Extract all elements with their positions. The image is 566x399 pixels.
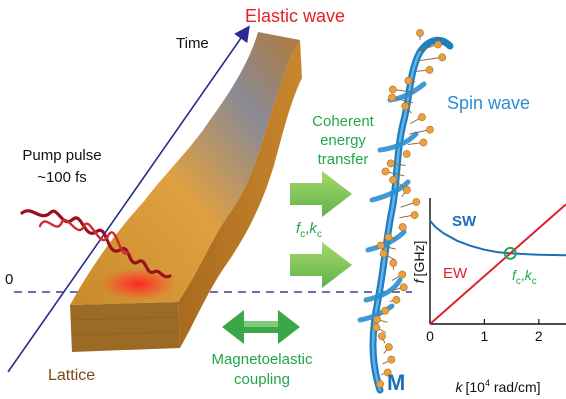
energy-transfer-arrow-upper [290, 171, 352, 217]
spin-dot [420, 139, 427, 146]
x-tick-label-0: 0 [426, 328, 434, 344]
elastic-wave-label: Elastic wave [245, 6, 345, 26]
spin-dot [390, 176, 397, 183]
spin-dot [418, 114, 425, 121]
magnetoelastic-label-2: coupling [234, 371, 290, 388]
spin-dot [426, 66, 433, 73]
inset-x-label: k [104 rad/cm] [455, 378, 540, 395]
spin-dot [373, 324, 380, 331]
excitation-spot [100, 268, 176, 300]
lattice-bar [70, 32, 302, 352]
spin-dot [378, 333, 385, 340]
spin-dot [399, 271, 406, 278]
spin-dot [400, 284, 407, 291]
inset-y-label: f[GHz] [411, 241, 427, 284]
spin-dot [393, 296, 400, 303]
lattice-label: Lattice [48, 367, 95, 384]
spin-dot [385, 234, 392, 241]
spin-dot [373, 316, 380, 323]
pump-pulse-label-1: Pump pulse [22, 147, 101, 164]
zero-label: 0 [5, 271, 13, 288]
spin-dot [403, 186, 410, 193]
spin-dot [388, 94, 395, 101]
spin-dot [380, 250, 387, 257]
spin-dot [416, 29, 423, 36]
spin-dot [434, 41, 441, 48]
magnetoelastic-label-1: Magnetoelastic [212, 351, 313, 368]
spin-dot [426, 126, 433, 133]
spin-dot [388, 356, 395, 363]
x-tick-label-2: 2 [535, 328, 543, 344]
spin-dot [403, 150, 410, 157]
spin-dot [399, 223, 406, 230]
x-tick-label-1: 1 [481, 328, 489, 344]
spin-dot [390, 259, 397, 266]
spin-dot [382, 307, 389, 314]
sw-series-label: SW [452, 213, 477, 230]
energy-transfer-arrow-lower [290, 242, 352, 288]
coherent-label-2: energy [320, 132, 366, 149]
time-label: Time [176, 35, 209, 52]
spin-dot [377, 242, 384, 249]
pump-pulse-label-2: ~100 fs [37, 169, 87, 186]
spin-dot [413, 198, 420, 205]
spin-dot [382, 168, 389, 175]
magnetoelastic-double-arrow [222, 310, 300, 344]
magnetization-label: M [387, 370, 405, 395]
spin-dot [402, 103, 409, 110]
ew-series-label: EW [443, 265, 468, 282]
coherent-label-3: transfer [318, 151, 369, 168]
spin-dot [385, 344, 392, 351]
spin-dot [389, 86, 396, 93]
fc-kc-label: fc,kc [296, 220, 322, 240]
coherent-label-1: Coherent [312, 113, 375, 130]
spin-dot [411, 211, 418, 218]
spin-wave-label: Spin wave [447, 93, 530, 113]
spin-dot [405, 77, 412, 84]
spin-dot [387, 160, 394, 167]
spin-dot [439, 54, 446, 61]
spin-dot [376, 380, 383, 387]
